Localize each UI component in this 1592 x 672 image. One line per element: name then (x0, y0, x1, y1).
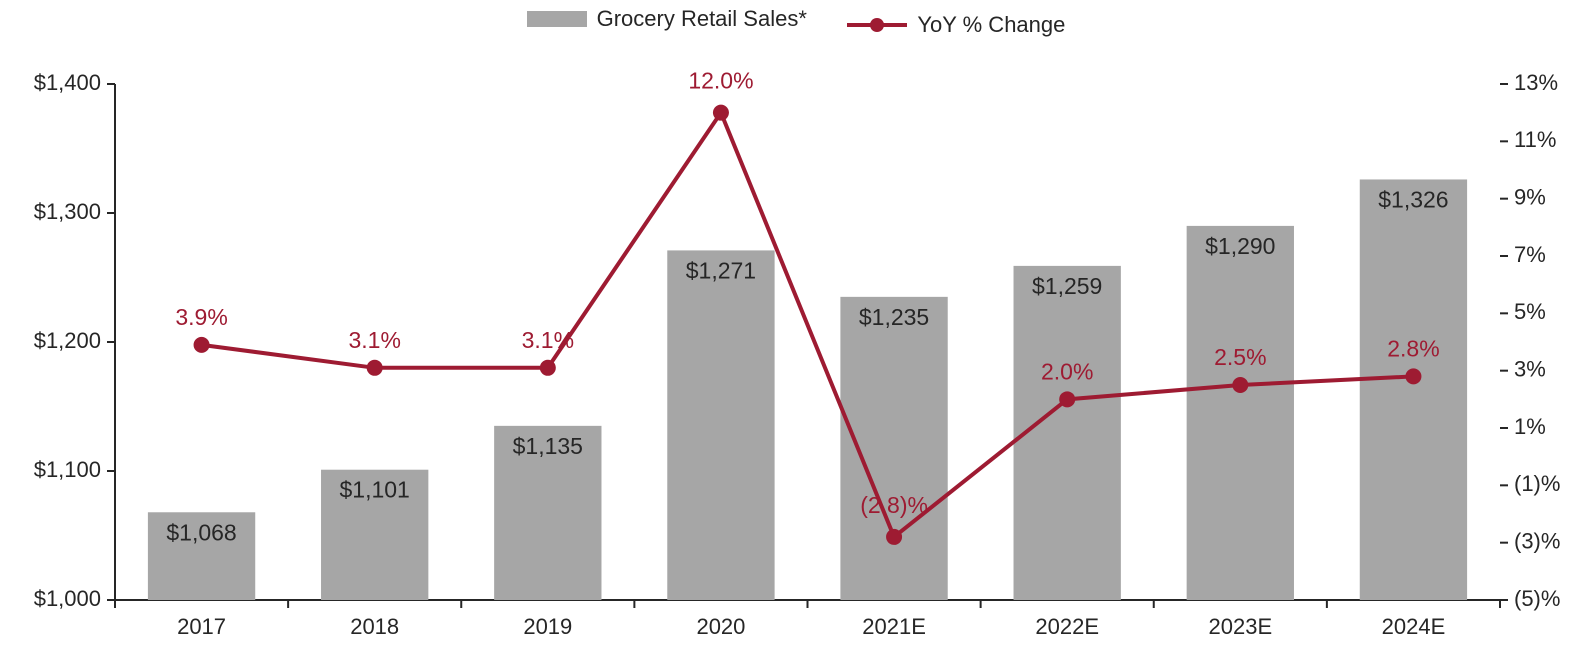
yoy-value-label: 2.0% (1041, 358, 1093, 384)
x-category-label: 2021E (862, 614, 926, 639)
x-category-label: 2019 (523, 614, 572, 639)
y-left-tick-label: $1,200 (34, 328, 101, 353)
yoy-marker (1405, 368, 1421, 384)
yoy-marker (194, 337, 210, 353)
grocery-retail-chart: Grocery Retail Sales* YoY % Change $1,00… (0, 0, 1592, 672)
bar-value-label: $1,235 (859, 304, 929, 330)
yoy-marker (1232, 377, 1248, 393)
legend-bar-label: Grocery Retail Sales* (597, 6, 807, 32)
yoy-value-label: 2.8% (1387, 335, 1439, 361)
y-right-tick-label: 11% (1514, 127, 1556, 152)
yoy-marker (1059, 391, 1075, 407)
y-left-tick-label: $1,400 (34, 70, 101, 95)
x-category-label: 2020 (696, 614, 745, 639)
bar (1014, 266, 1121, 600)
y-right-tick-label: (1)% (1514, 471, 1560, 496)
yoy-value-label: 2.5% (1214, 344, 1266, 370)
y-right-tick-label: 13% (1514, 70, 1558, 95)
bar-value-label: $1,259 (1032, 273, 1102, 299)
x-category-label: 2023E (1209, 614, 1273, 639)
y-left-tick-label: $1,000 (34, 586, 101, 611)
bar (1360, 179, 1467, 600)
x-category-label: 2017 (177, 614, 226, 639)
y-right-tick-label: 1% (1514, 414, 1546, 439)
yoy-value-label: 3.1% (348, 327, 400, 353)
legend-swatch-bar (527, 11, 587, 27)
x-category-label: 2018 (350, 614, 399, 639)
yoy-value-label: 12.0% (688, 68, 753, 94)
yoy-value-label: 3.1% (522, 327, 574, 353)
x-category-label: 2024E (1382, 614, 1446, 639)
bar (667, 250, 774, 600)
chart-legend: Grocery Retail Sales* YoY % Change (0, 6, 1592, 38)
yoy-marker (540, 360, 556, 376)
bar-value-label: $1,290 (1205, 233, 1275, 259)
yoy-value-label: 3.9% (175, 304, 227, 330)
legend-item-bars: Grocery Retail Sales* (527, 6, 807, 32)
y-left-tick-label: $1,300 (34, 199, 101, 224)
y-right-tick-label: (5)% (1514, 586, 1560, 611)
legend-swatch-line (847, 17, 907, 33)
legend-line-label: YoY % Change (917, 12, 1065, 38)
y-left-tick-label: $1,100 (34, 457, 101, 482)
legend-item-line: YoY % Change (847, 12, 1065, 38)
x-category-label: 2022E (1035, 614, 1099, 639)
bar (1187, 226, 1294, 600)
bar-value-label: $1,068 (166, 519, 236, 545)
bar-value-label: $1,271 (686, 257, 756, 283)
bar-value-label: $1,101 (340, 477, 410, 503)
yoy-value-label: (2.8)% (860, 492, 928, 518)
bar-value-label: $1,135 (513, 433, 583, 459)
y-right-tick-label: (3)% (1514, 528, 1560, 553)
chart-svg: $1,000 $1,100 $1,200 $1,300 $1,400 (5)% (3)% (1… (0, 0, 1592, 672)
bar-value-label: $1,326 (1378, 186, 1448, 212)
y-right-tick-label: 3% (1514, 356, 1546, 381)
yoy-marker (367, 360, 383, 376)
y-right-tick-label: 7% (1514, 242, 1546, 267)
y-right-tick-label: 9% (1514, 184, 1546, 209)
yoy-marker (886, 529, 902, 545)
legend-line-dot (870, 18, 884, 32)
y-right-tick-label: 5% (1514, 299, 1546, 324)
yoy-marker (713, 105, 729, 121)
